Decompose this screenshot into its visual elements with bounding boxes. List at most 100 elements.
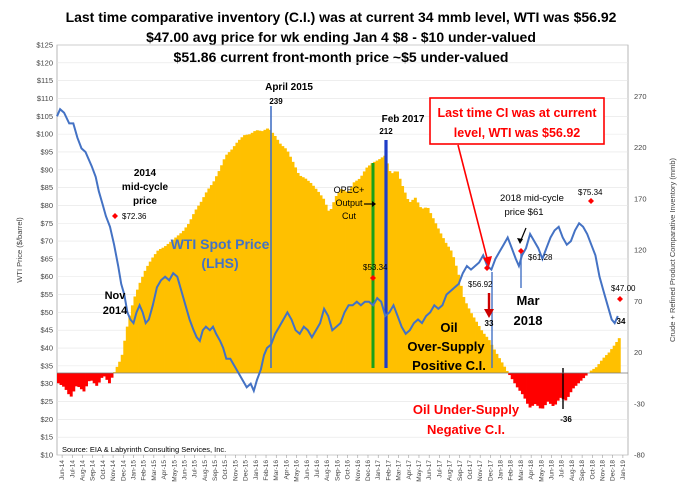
x-tick-label: Apr-18 — [528, 460, 535, 480]
inventory-bar — [278, 143, 282, 373]
x-tick-label: Jun-18 — [549, 460, 556, 480]
inventory-bar — [515, 373, 519, 388]
inventory-bar — [245, 134, 249, 373]
inventory-bar — [128, 315, 132, 373]
x-tick-label: Jul-15 — [192, 460, 199, 478]
inventory-bar — [347, 190, 351, 373]
inventory-bar — [487, 340, 491, 373]
mar-2018-line2: 2018 — [514, 313, 543, 328]
april-2015-label: April 2015 — [265, 82, 313, 93]
inventory-bar — [271, 132, 275, 373]
y-left-tick: $90 — [40, 165, 53, 174]
ci-33-arrow-head — [484, 309, 494, 318]
y-left-tick: $60 — [40, 272, 53, 281]
midcycle-2014-line2: mid-cycle — [122, 182, 169, 193]
inventory-bar — [105, 373, 109, 380]
y-left-tick: $40 — [40, 344, 53, 353]
inventory-bar — [518, 373, 522, 391]
x-tick-label: Nov-17 — [477, 460, 484, 481]
inventory-bar — [253, 131, 257, 373]
x-tick-label: Mar-17 — [396, 460, 403, 481]
inventory-bar — [248, 134, 252, 373]
midcycle-2014-line3: price — [133, 196, 157, 207]
inventory-bar — [133, 296, 137, 373]
inventory-bar — [309, 182, 313, 373]
inventory-bar — [334, 196, 338, 373]
inventory-bar — [454, 265, 458, 373]
inventory-bar — [605, 355, 609, 373]
x-tick-label: Dec-14 — [120, 460, 127, 481]
inventory-bar — [411, 199, 415, 373]
inventory-bar — [215, 176, 218, 373]
x-tick-label: May-17 — [416, 460, 423, 482]
inventory-bar — [329, 209, 333, 373]
inventory-bar — [301, 177, 305, 373]
y-left-tick: $20 — [40, 415, 53, 424]
inventory-bar — [543, 373, 547, 406]
inventory-bar — [266, 128, 269, 373]
x-tick-label: Sep-17 — [457, 460, 464, 481]
inventory-bar — [421, 208, 425, 373]
inventory-bar — [577, 373, 580, 384]
inventory-bar — [156, 250, 160, 373]
x-tick-label: Feb-18 — [508, 460, 515, 481]
x-tick-label: Dec-18 — [610, 460, 617, 481]
x-tick-label: Jul-17 — [436, 460, 443, 478]
inventory-bar — [541, 373, 545, 409]
y-left-tick: $110 — [37, 94, 53, 103]
inventory-bar — [85, 373, 88, 387]
midcycle-2018-arrow — [520, 227, 527, 241]
inventory-bar — [444, 242, 448, 373]
inventory-bar — [500, 362, 504, 373]
inventory-bar — [610, 349, 614, 373]
y-right-tick: 20 — [634, 348, 642, 357]
inventory-bar — [194, 209, 198, 373]
price-6128-marker — [518, 248, 524, 254]
inventory-bar — [187, 224, 190, 373]
price-6128-label: $61.28 — [528, 253, 553, 262]
inventory-bar — [169, 241, 173, 373]
x-tick-label: Apr-16 — [283, 460, 290, 480]
inventory-bar — [258, 130, 262, 373]
inventory-bar — [299, 175, 303, 373]
inventory-bar — [319, 195, 323, 373]
inventory-bar — [263, 129, 267, 373]
inventory-bar — [164, 246, 168, 373]
inventory-bar — [574, 373, 578, 386]
price-4700-label: $47.00 — [611, 284, 636, 293]
inventory-bar — [477, 326, 481, 373]
inventory-bar — [317, 191, 320, 373]
inventory-bar — [125, 326, 129, 373]
inventory-bar — [227, 152, 231, 373]
inventory-bar — [337, 192, 341, 373]
inventory-bar — [597, 364, 601, 373]
wti-price-line — [56, 107, 619, 394]
price-7236-label: $72.36 — [122, 212, 147, 221]
x-tick-label: Nov-14 — [110, 460, 117, 481]
inventory-bar — [615, 341, 619, 373]
price-4700-marker — [617, 296, 623, 302]
x-tick-label: Jan-16 — [253, 460, 260, 480]
oversupply-line3: Positive C.I. — [412, 358, 486, 373]
ci-34-label: 34 — [617, 317, 626, 326]
x-tick-label: Sep-16 — [334, 460, 341, 481]
inventory-bar — [339, 189, 343, 373]
inventory-bar — [441, 238, 445, 373]
title-line-3: $51.86 current front-month price ~$5 und… — [174, 49, 509, 65]
inventory-bar — [536, 373, 540, 406]
source-note: Source: EIA & Labyrinth Consulting Servi… — [62, 445, 226, 454]
x-tick-label: Nov-18 — [600, 460, 607, 481]
inventory-bar — [291, 161, 295, 373]
inventory-bar — [345, 191, 348, 373]
inventory-bar — [492, 349, 496, 373]
price-7534-marker — [588, 198, 594, 204]
price-7236-marker — [112, 213, 118, 219]
inventory-bar — [296, 172, 300, 373]
inventory-bar — [571, 373, 575, 389]
inventory-bar — [495, 353, 499, 373]
midcycle-2018-arrow-head — [517, 238, 523, 244]
inventory-bar — [92, 373, 96, 384]
x-tick-label: Jun-15 — [181, 460, 188, 480]
inventory-bar — [332, 202, 336, 373]
inventory-bar — [528, 373, 532, 408]
